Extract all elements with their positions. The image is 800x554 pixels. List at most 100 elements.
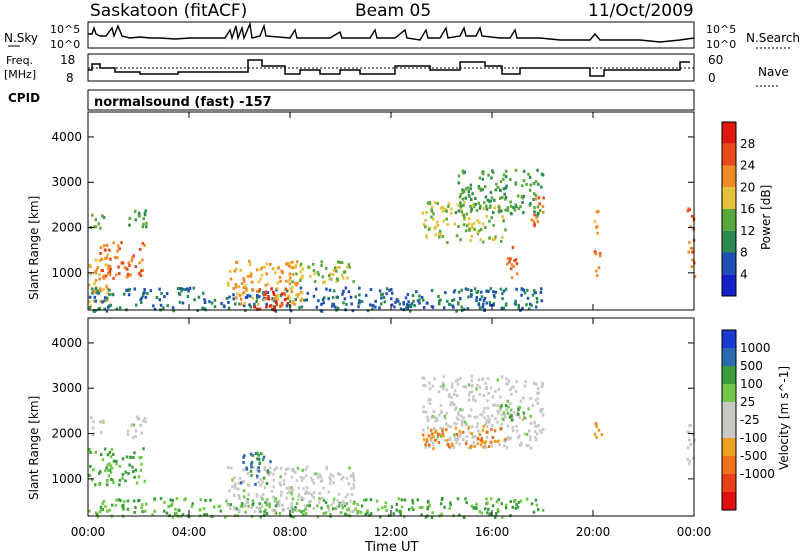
scatter-cell — [475, 290, 478, 294]
scatter-cell — [455, 416, 459, 420]
scatter-cell — [352, 501, 356, 505]
scatter-cell — [225, 296, 229, 300]
scatter-cell — [149, 289, 153, 293]
scatter-cell — [422, 223, 426, 227]
scatter-cell — [492, 303, 495, 307]
scatter-cell — [244, 296, 248, 299]
scatter-cell — [282, 482, 286, 486]
scatter-cell — [344, 512, 347, 516]
scatter-cell — [301, 274, 304, 278]
scatter-cell — [263, 298, 266, 302]
scatter-cell — [515, 205, 518, 209]
scatter-cell — [500, 239, 503, 243]
scatter-cell — [486, 406, 490, 410]
scatter-cell — [192, 286, 195, 290]
scatter-cell — [124, 479, 127, 483]
scatter-cell — [106, 253, 109, 257]
scatter-cell — [502, 219, 505, 223]
scatter-cell — [302, 476, 305, 480]
scatter-cell — [227, 503, 230, 507]
scatter-cell — [151, 513, 154, 517]
scatter-cell — [481, 440, 484, 443]
scatter-cell — [93, 225, 96, 229]
scatter-cell — [357, 305, 360, 309]
scatter-cell — [256, 476, 259, 480]
scatter-cell — [510, 386, 513, 390]
scatter-cell — [406, 293, 410, 297]
nsky-panel: N.Sky 10^5 10^0 N.Search 10^5 10^0 — [4, 21, 800, 51]
scatter-cell — [457, 174, 461, 178]
scatter-cell — [353, 478, 356, 482]
scatter-cell — [489, 204, 492, 208]
scatter-cell — [138, 214, 141, 218]
scatter-cell — [395, 298, 399, 302]
scatter-cell — [441, 432, 445, 436]
scatter-cell — [291, 510, 294, 514]
scatter-cell — [110, 466, 114, 470]
scatter-cell — [322, 301, 325, 305]
scatter-cell — [101, 501, 104, 505]
scatter-cell — [108, 265, 112, 268]
scatter-cell — [270, 307, 274, 311]
scatter-cell — [234, 302, 237, 306]
scatter-cell — [255, 300, 258, 303]
scatter-cell — [145, 225, 148, 229]
scatter-cell — [450, 385, 454, 389]
scatter-cell — [497, 411, 500, 415]
scatter-cell — [461, 169, 465, 173]
scatter-cell — [254, 452, 258, 455]
scatter-cell — [411, 501, 415, 505]
scatter-cell — [453, 433, 456, 437]
scatter-cell — [303, 298, 306, 302]
scatter-cell — [691, 432, 694, 436]
scatter-cell — [432, 447, 435, 451]
scatter-cell — [510, 263, 514, 267]
colorbar-tick-label: -100 — [740, 431, 767, 445]
scatter-cell — [258, 288, 261, 291]
scatter-cell — [459, 297, 462, 300]
scatter-cell — [504, 506, 508, 510]
scatter-cell — [511, 505, 514, 509]
scatter-cell — [285, 279, 288, 283]
scatter-cell — [422, 410, 425, 414]
scatter-cell — [537, 182, 540, 186]
scatter-cell — [506, 424, 510, 428]
scatter-cell — [103, 296, 107, 300]
scatter-cell — [137, 211, 141, 215]
scatter-cell — [517, 436, 520, 440]
scatter-cell — [111, 452, 115, 456]
scatter-cell — [356, 502, 359, 506]
scatter-cell — [345, 302, 348, 306]
scatter-cell — [105, 466, 108, 470]
scatter-cell — [88, 473, 91, 477]
scatter-cell — [540, 185, 543, 189]
colorbar-segment — [722, 366, 736, 384]
scatter-cell — [688, 424, 691, 428]
scatter-cell — [261, 497, 264, 501]
scatter-cell — [138, 499, 141, 502]
scatter-cell — [337, 492, 341, 496]
scatter-cell — [388, 288, 391, 292]
scatter-cell — [262, 455, 266, 459]
scatter-cell — [509, 436, 512, 440]
scatter-cell — [251, 499, 255, 503]
scatter-cell — [689, 225, 692, 229]
scatter-cell — [474, 197, 477, 200]
scatter-cell — [98, 259, 101, 263]
scatter-cell — [496, 508, 499, 512]
scatter-cell — [138, 456, 141, 460]
scatter-cell — [457, 411, 460, 415]
scatter-cell — [359, 511, 363, 514]
scatter-cell — [108, 451, 111, 455]
scatter-cell — [242, 290, 246, 294]
scatter-cell — [537, 196, 541, 200]
scatter-cell — [422, 438, 426, 441]
scatter-cell — [438, 302, 441, 306]
scatter-cell — [305, 298, 308, 302]
scatter-cell — [279, 483, 282, 487]
scatter-cell — [290, 508, 293, 512]
nave-tick-bottom: 0 — [708, 71, 716, 85]
scatter-cell — [541, 205, 545, 208]
scatter-cell — [258, 295, 261, 299]
scatter-cell — [104, 256, 107, 260]
